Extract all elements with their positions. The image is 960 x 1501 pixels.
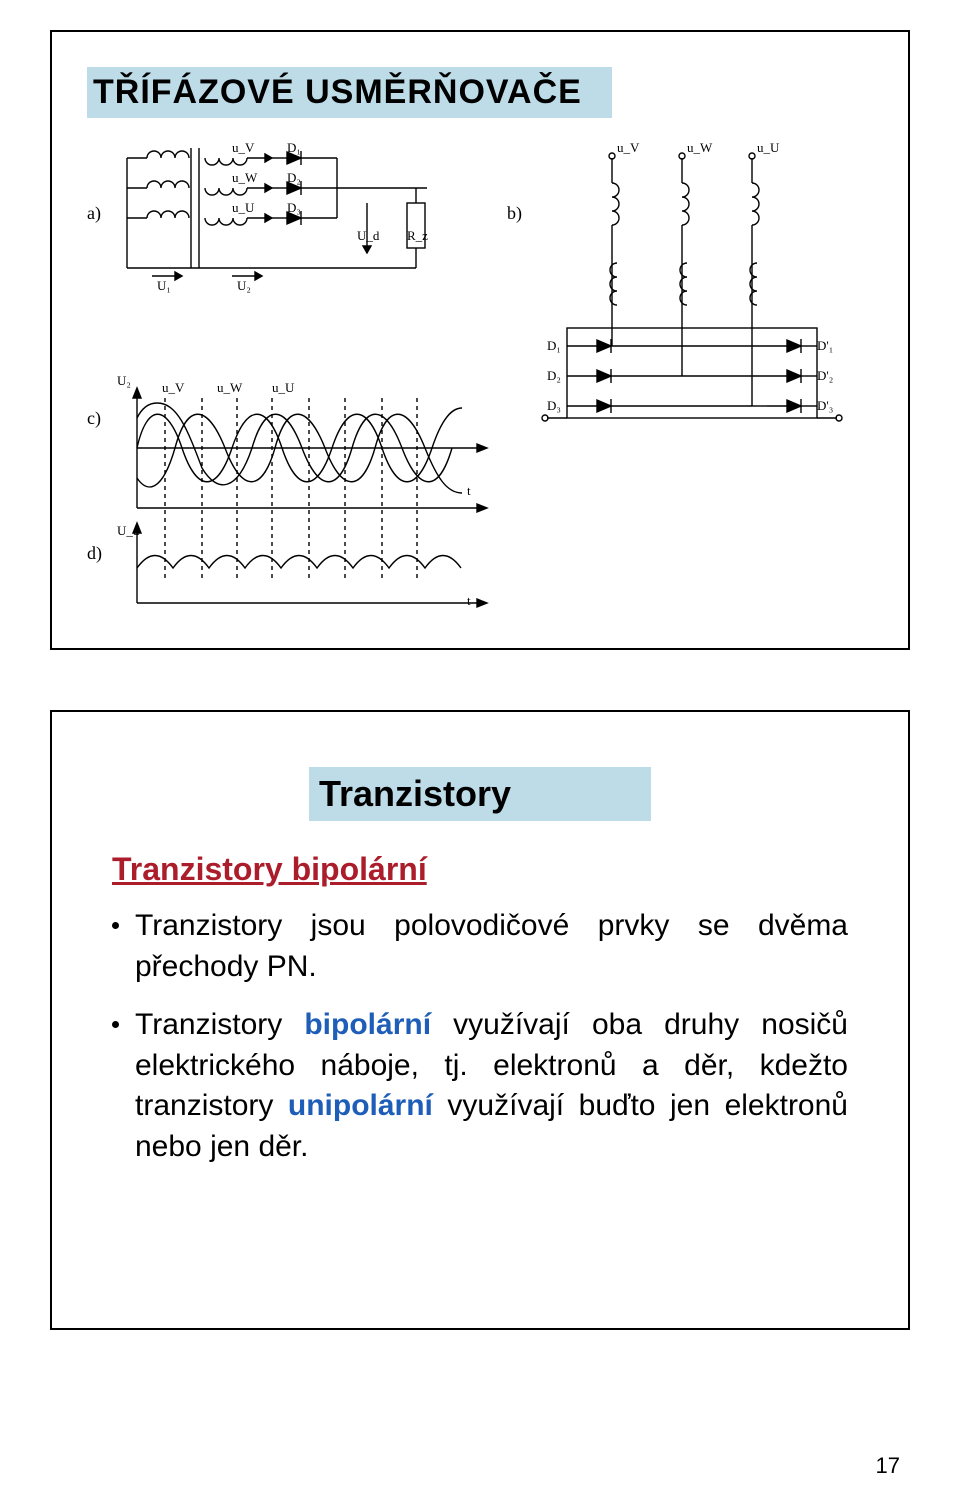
- page: TŘÍFÁZOVÉ USMĚRŇOVAČE a) b) c) d) u_V u_…: [0, 0, 960, 1501]
- page-number: 17: [876, 1453, 900, 1479]
- bullet-2: Tranzistory bipolární využívají oba druh…: [112, 1005, 848, 1167]
- bullet-2-seg-1: bipolární: [304, 1008, 431, 1041]
- bullet-2-seg-0: Tranzistory: [135, 1008, 304, 1041]
- slide1-title-bar: TŘÍFÁZOVÉ USMĚRŇOVAČE: [87, 67, 612, 118]
- slide-2: Tranzistory Tranzistory bipolární Tranzi…: [50, 710, 910, 1330]
- bullet-1: Tranzistory jsou polovodičové prvky se d…: [112, 906, 848, 987]
- slide2-subheading: Tranzistory bipolární: [112, 851, 848, 888]
- slide1-title: TŘÍFÁZOVÉ USMĚRŇOVAČE: [93, 73, 582, 111]
- diagram-area: a) b) c) d) u_V u_W u_U D₁ D₂ D₃ U_d R_z…: [87, 148, 877, 638]
- slide2-title-wrap: Tranzistory: [112, 767, 848, 821]
- bullet-dot-icon: [112, 922, 119, 929]
- slide-1: TŘÍFÁZOVÉ USMĚRŇOVAČE a) b) c) d) u_V u_…: [50, 30, 910, 650]
- bullet-dot-icon: [112, 1021, 119, 1028]
- slide2-title: Tranzistory: [319, 773, 511, 814]
- bullet-1-text: Tranzistory jsou polovodičové prvky se d…: [135, 906, 848, 987]
- circuit-svg: [87, 148, 877, 638]
- bullet-1-seg-0: Tranzistory jsou polovodičové prvky se d…: [135, 909, 848, 983]
- slide2-title-bar: Tranzistory: [309, 767, 651, 821]
- bullet-2-seg-3: unipolární: [288, 1089, 433, 1122]
- bullet-2-text: Tranzistory bipolární využívají oba druh…: [135, 1005, 848, 1167]
